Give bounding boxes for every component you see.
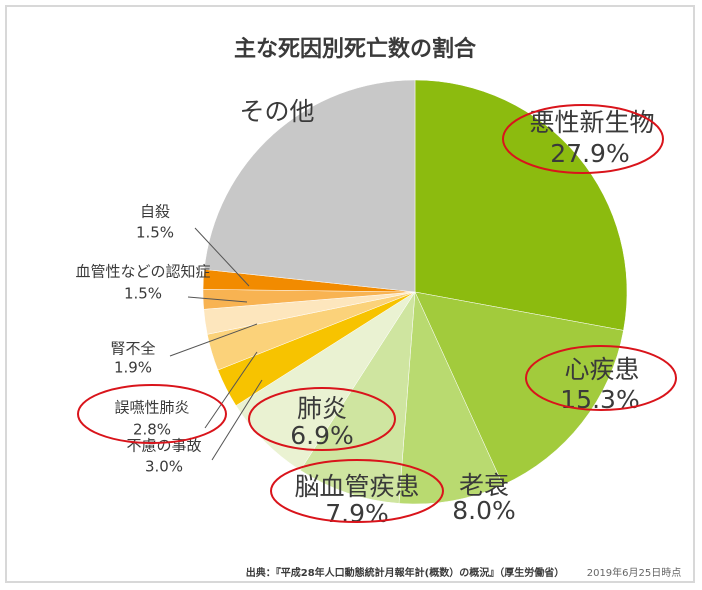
slice-label: 腎不全 <box>110 340 155 358</box>
pie-slice <box>414 79 628 331</box>
slice-label: 誤嚥性肺炎 <box>114 399 189 417</box>
pie-slice <box>398 291 504 505</box>
highlight <box>270 459 444 523</box>
value-label: 1.9% <box>114 359 152 377</box>
slice-label: 自殺 <box>140 203 170 221</box>
pie-slice <box>414 291 624 486</box>
slice-label: 老衰 <box>459 471 509 500</box>
leader-line <box>204 351 258 429</box>
source: 出典：『平成28年人口動態統計月報年計(概数）の概況』（厚生労働省） <box>246 566 565 579</box>
annotations <box>77 104 677 523</box>
slice-label: 心疾患 <box>564 355 639 384</box>
value-label: 7.9% <box>325 499 389 528</box>
value-label: 1.5% <box>124 285 162 303</box>
slice-label: その他 <box>239 97 314 126</box>
highlight <box>525 345 677 411</box>
leader-line <box>211 379 263 461</box>
value-label: 27.9% <box>550 139 629 168</box>
value-label: 8.0% <box>452 496 516 525</box>
leader-line <box>194 227 250 287</box>
pie-slice <box>203 79 416 293</box>
slice-label: 血管性などの認知症 <box>75 263 210 281</box>
pie <box>202 79 628 505</box>
slice-label: 悪性新生物 <box>529 108 654 137</box>
value-label: 2.8% <box>133 421 171 439</box>
value-label: 3.0% <box>145 458 183 476</box>
highlight <box>502 104 664 174</box>
slice-label: 脳血管疾患 <box>294 472 419 501</box>
chart-title: 主な死因別死亡数の割合 <box>234 36 477 62</box>
leader-line <box>187 296 248 303</box>
highlight <box>77 384 227 444</box>
date-note: 2019年6月25日時点 <box>587 566 682 579</box>
slice-label: 肺炎 <box>297 394 347 423</box>
highlight <box>248 387 396 451</box>
value-label: 1.5% <box>136 224 174 242</box>
leader-line <box>169 323 258 357</box>
value-label: 6.9% <box>290 421 354 450</box>
